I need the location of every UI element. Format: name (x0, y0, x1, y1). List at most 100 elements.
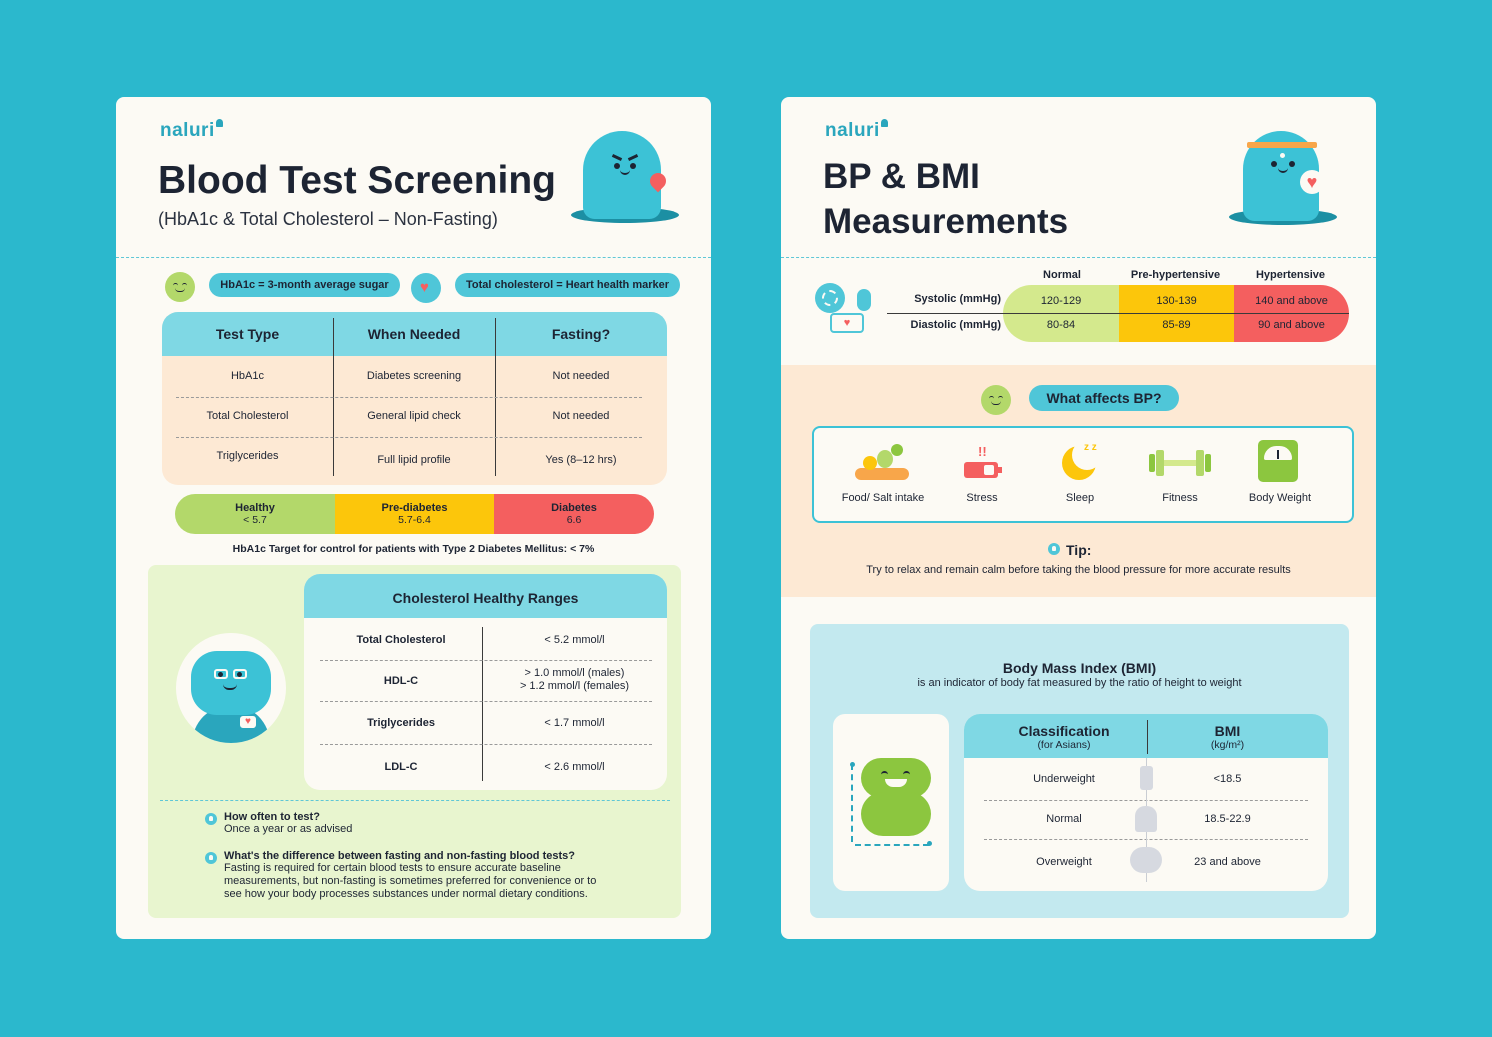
table-cell: Triglycerides (367, 717, 435, 729)
what-affects-bp-pill: What affects BP? (1029, 385, 1179, 411)
bp-cell: 140 and above (1255, 295, 1328, 307)
normal-shape-icon (1135, 806, 1157, 832)
bmi-table: Classification (for Asians) BMI (kg/m²) … (964, 714, 1328, 891)
cholesterol-table: Cholesterol Healthy Ranges Total Cholest… (304, 574, 667, 790)
smile-face-icon (165, 272, 195, 302)
table-cell: <18.5 (1213, 773, 1242, 785)
row-divider (1003, 313, 1349, 314)
bp-monitor-icon: ♥ (815, 281, 879, 337)
bmi-section: Body Mass Index (BMI) is an indicator of… (810, 624, 1349, 918)
page-subtitle: (HbA1c & Total Cholesterol – Non-Fasting… (158, 209, 498, 229)
bp-row-diastolic: Diastolic (mmHg) (910, 319, 1001, 331)
row-divider (320, 744, 652, 745)
table-cell: LDL-C (384, 761, 418, 773)
lightbulb-icon (1048, 543, 1060, 555)
qa-answer: see how your body processes substances u… (224, 888, 588, 900)
segment-label: Healthy (235, 502, 275, 514)
cholesterol-table-title: Cholesterol Healthy Ranges (392, 590, 579, 606)
bp-cell: 130-139 (1156, 295, 1197, 307)
row-divider (887, 313, 1007, 314)
col-header-test-type: Test Type (215, 326, 280, 342)
row-divider (320, 660, 652, 661)
segment-label: Diabetes (551, 502, 597, 514)
bp-col-prehypertensive: Pre-hypertensive (1130, 269, 1221, 281)
qa-answer: Fasting is required for certain blood te… (224, 862, 561, 874)
row-divider (176, 437, 642, 438)
table-cell: Not needed (552, 410, 610, 422)
lightbulb-icon (205, 813, 217, 825)
affect-label: Stress (966, 492, 998, 504)
qa-answer: Once a year or as advised (224, 823, 353, 835)
divider (116, 257, 711, 258)
table-cell: Normal (1046, 813, 1082, 825)
row-divider (320, 701, 652, 702)
cholesterol-section: ♥ Cholesterol Healthy Ranges Total Chole… (148, 565, 681, 918)
blood-test-card: naluri Blood Test Screening (HbA1c & Tot… (116, 97, 711, 939)
segment-value: 6.6 (566, 514, 582, 526)
bp-cell: 85-89 (1162, 319, 1191, 331)
bp-bmi-card: naluri BP & BMI Measurements ♥ ♥ Normal … (781, 97, 1376, 939)
qa-question: What's the difference between fasting an… (224, 850, 575, 862)
table-cell: 23 and above (1194, 856, 1261, 868)
table-cell: Diabetes screening (366, 370, 462, 382)
affects-box: Food/ Salt intake !! Stress z z Sleep (812, 426, 1354, 523)
col-subheader: (for Asians) (1037, 739, 1091, 751)
food-icon (855, 442, 911, 482)
table-cell: Full lipid profile (377, 454, 451, 466)
naluri-logo: naluri (160, 119, 223, 142)
hba1c-range-bar: Healthy < 5.7 Pre-diabetes 5.7-6.4 Diabe… (175, 494, 654, 534)
overweight-shape-icon (1130, 847, 1162, 873)
moon-icon: z z (1060, 440, 1104, 484)
col-header-fasting: Fasting? (551, 326, 611, 342)
headband-mascot-icon: ♥ (1227, 129, 1342, 229)
row-divider (176, 397, 642, 398)
table-cell: Yes (8–12 hrs) (545, 454, 617, 466)
affect-label: Body Weight (1248, 492, 1312, 504)
affects-bp-section: What affects BP? Food/ Salt intake !! St… (781, 365, 1376, 597)
qa-item: What's the difference between fasting an… (224, 850, 664, 901)
table-cell: Not needed (552, 370, 610, 382)
table-cell: < 5.2 mmol/l (544, 634, 605, 646)
diabetes-segment: Diabetes 6.6 (494, 494, 654, 534)
affect-label: Fitness (1162, 492, 1198, 504)
qa-answer: measurements, but non-fasting is sometim… (224, 875, 597, 887)
bp-range-table: 120-129 130-139 140 and above 80-84 85-8… (1003, 285, 1349, 342)
column-divider (482, 627, 483, 781)
col-subheader: (kg/m²) (1210, 739, 1245, 751)
page-title-line1: BP & BMI (823, 157, 980, 196)
bmi-subtitle: is an indicator of body fat measured by … (917, 677, 1242, 689)
test-type-table: Test Type When Needed Fasting? HbA1c Dia… (162, 312, 667, 485)
healthy-segment: Healthy < 5.7 (175, 494, 335, 534)
col-header-bmi: BMI (1214, 723, 1241, 739)
hba1c-info-pill: HbA1c = 3-month average sugar (209, 273, 400, 297)
table-cell: Underweight (1033, 773, 1095, 785)
col-header-when-needed: When Needed (367, 326, 461, 342)
glasses-mascot-icon: ♥ (176, 633, 286, 743)
bp-col-normal: Normal (1043, 269, 1081, 281)
prediabetes-segment: Pre-diabetes 5.7-6.4 (335, 494, 494, 534)
divider (781, 257, 1376, 258)
segment-label: Pre-diabetes (381, 502, 448, 514)
stress-battery-icon: !! (962, 442, 1002, 482)
table-cell: > 1.2 mmol/l (females) (519, 680, 630, 692)
segment-value: < 5.7 (243, 514, 267, 526)
scale-icon (1258, 440, 1298, 482)
table-header (964, 714, 1328, 758)
table-cell: Triglycerides (216, 450, 279, 462)
bp-col-hypertensive: Hypertensive (1255, 269, 1326, 281)
affect-label: Food/ Salt intake (841, 492, 925, 504)
table-cell: Total Cholesterol (356, 634, 446, 646)
bp-cell: 90 and above (1258, 319, 1325, 331)
lightbulb-icon (205, 852, 217, 864)
qa-item: How often to test? Once a year or as adv… (224, 811, 664, 836)
bp-cell: 120-129 (1040, 295, 1082, 307)
table-cell: HDL-C (383, 675, 419, 687)
table-header (162, 312, 667, 356)
table-cell: General lipid check (367, 410, 461, 422)
table-cell: < 2.6 mmol/l (544, 761, 605, 773)
hba1c-target-note: HbA1c Target for control for patients wi… (232, 543, 595, 555)
divider (160, 800, 670, 801)
underweight-shape-icon (1140, 766, 1153, 790)
tip-label: Tip: (1066, 542, 1092, 558)
column-divider (1147, 720, 1148, 754)
